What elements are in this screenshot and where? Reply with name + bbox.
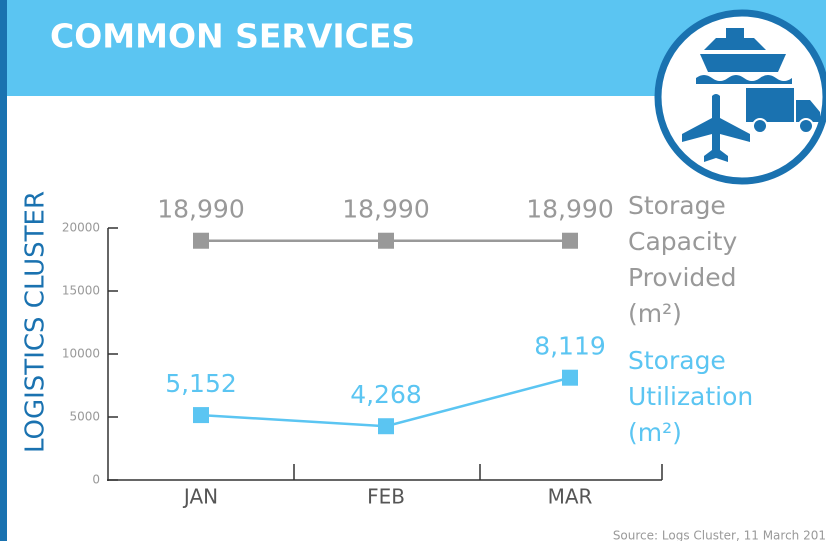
source-note: Source: Logs Cluster, 11 March 201 bbox=[613, 529, 826, 541]
data-label: 18,990 bbox=[157, 195, 244, 224]
marker bbox=[378, 232, 394, 249]
x-tick-label: MAR bbox=[548, 485, 593, 509]
marker bbox=[562, 369, 578, 386]
y-tick-label: 10000 bbox=[62, 347, 100, 361]
transport-icon bbox=[654, 9, 826, 185]
left-border bbox=[0, 0, 7, 541]
x-tick-label: FEB bbox=[367, 485, 405, 509]
data-label: 4,268 bbox=[350, 380, 422, 409]
x-tick-label: JAN bbox=[182, 485, 218, 509]
marker bbox=[193, 232, 209, 249]
y-axis-label: LOGISTICS CLUSTER bbox=[21, 191, 51, 453]
data-label: 18,990 bbox=[342, 195, 429, 224]
chart-title: COMMON SERVICES bbox=[50, 17, 415, 56]
legend-entry: Storage Capacity Provided (m²) bbox=[628, 191, 738, 328]
data-label: 5,152 bbox=[165, 369, 237, 398]
data-label: 8,119 bbox=[534, 332, 606, 361]
y-tick-label: 20000 bbox=[62, 221, 100, 235]
marker bbox=[193, 407, 209, 424]
legend-entry: Storage Utilization (m²) bbox=[628, 346, 754, 447]
marker bbox=[378, 418, 394, 435]
data-label: 18,990 bbox=[526, 195, 613, 224]
y-tick-label: 0 bbox=[92, 473, 100, 487]
marker bbox=[562, 232, 578, 249]
y-tick-label: 15000 bbox=[62, 284, 100, 298]
y-tick-label: 5000 bbox=[69, 410, 100, 424]
